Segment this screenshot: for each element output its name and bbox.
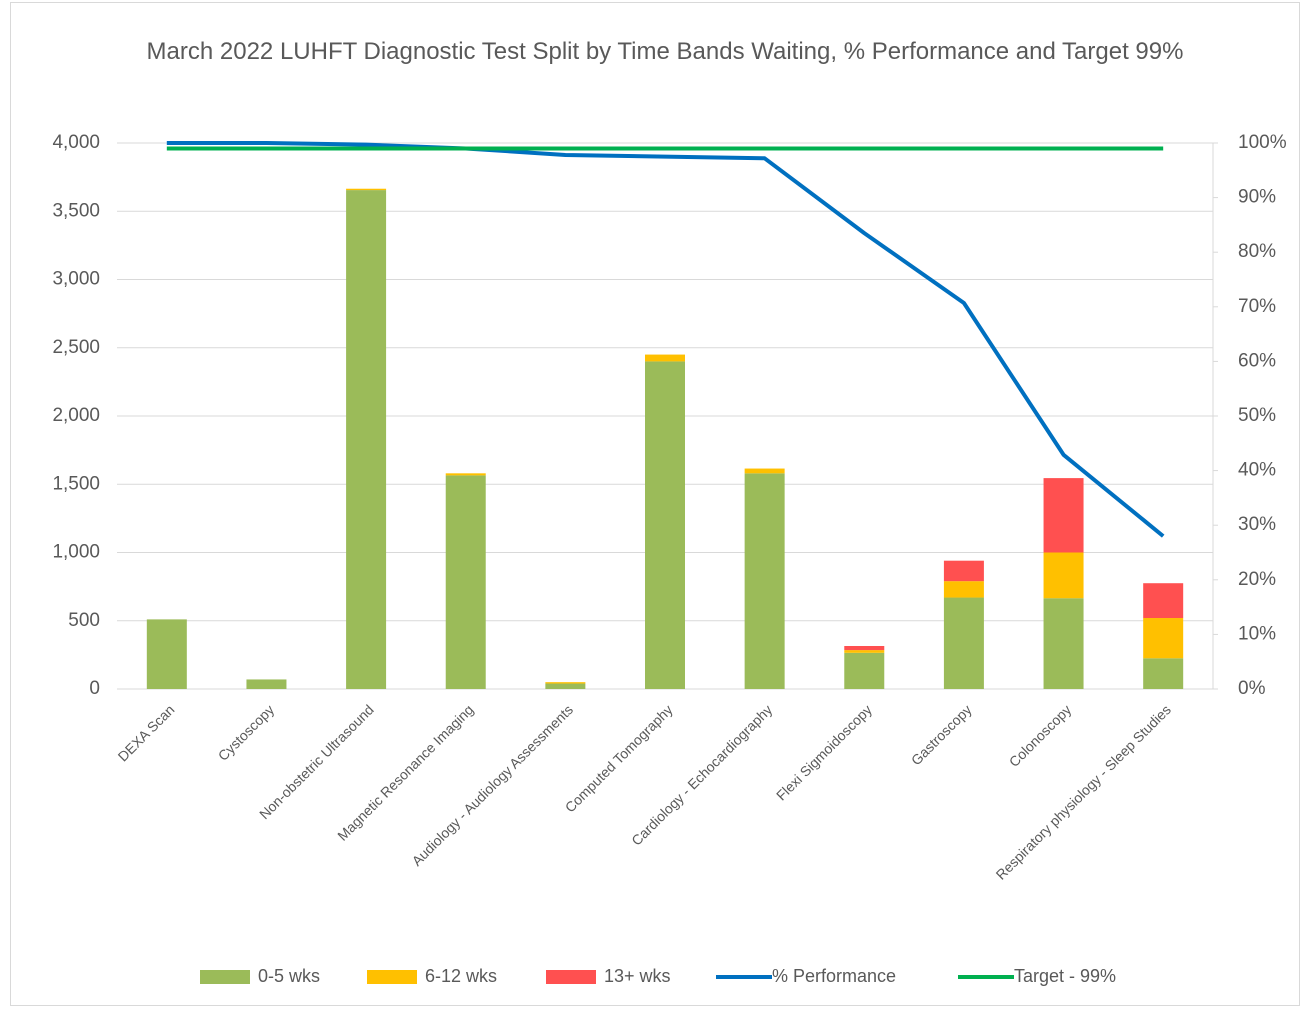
bar — [943, 597, 984, 689]
bar — [1143, 658, 1184, 689]
y-tick-label: 0 — [89, 678, 100, 699]
chart-frame — [10, 2, 1300, 1006]
bar — [645, 361, 685, 689]
legend-label: Target - 99% — [1014, 966, 1116, 986]
bar — [1043, 552, 1084, 599]
y2-tick-label: 50% — [1238, 405, 1276, 426]
y2-tick-label: 60% — [1238, 350, 1276, 371]
x-tick-label: Audiology - Audiology Assessments — [409, 701, 577, 869]
x-tick-label: Flexi Sigmoidoscopy — [773, 701, 875, 803]
y2-tick-label: 30% — [1238, 514, 1276, 535]
y2-tick-label: 70% — [1238, 296, 1276, 317]
bar — [844, 646, 885, 651]
bar — [844, 652, 885, 689]
legend-label: 13+ wks — [604, 966, 671, 986]
y-tick-label: 1,000 — [52, 542, 100, 563]
bar — [1143, 618, 1184, 659]
y2-tick-label: 20% — [1238, 569, 1276, 590]
y2-tick-label: 10% — [1238, 623, 1276, 644]
legend-label: 0-5 wks — [258, 966, 320, 986]
legend-swatch — [367, 970, 417, 984]
bar — [445, 475, 486, 689]
bar — [1043, 478, 1084, 553]
bar — [943, 581, 984, 598]
bar — [346, 190, 387, 689]
bar — [844, 650, 885, 653]
bar — [744, 468, 785, 474]
y2-tick-label: 100% — [1238, 132, 1287, 153]
legend-label: % Performance — [772, 966, 896, 986]
y-tick-label: 1,500 — [52, 473, 100, 494]
bar — [744, 473, 785, 689]
legend-swatch — [546, 970, 596, 984]
bar — [943, 560, 984, 582]
bar — [246, 679, 287, 689]
x-tick-label: Colonoscopy — [1006, 701, 1075, 770]
x-tick-label: Non-obstetric Ultrasound — [256, 701, 377, 822]
x-tick-label: Cystoscopy — [215, 701, 277, 763]
y2-tick-label: 80% — [1238, 241, 1276, 262]
bar — [645, 354, 685, 362]
y2-tick-label: 90% — [1238, 187, 1276, 208]
y-tick-label: 500 — [68, 610, 100, 631]
y-tick-label: 3,500 — [52, 200, 100, 221]
x-tick-label: Gastroscopy — [908, 701, 975, 768]
y-tick-label: 3,000 — [52, 269, 100, 290]
y2-tick-label: 40% — [1238, 460, 1276, 481]
bar — [545, 682, 586, 684]
bar — [146, 619, 187, 689]
y2-tick-label: 0% — [1238, 678, 1266, 699]
x-tick-label: Computed Tomography — [562, 701, 676, 815]
bar — [346, 188, 387, 191]
x-tick-label: DEXA Scan — [115, 701, 178, 764]
bar — [1043, 598, 1084, 689]
x-tick-label: Respiratory physiology - Sleep Studies — [993, 701, 1174, 882]
y-tick-label: 2,000 — [52, 405, 100, 426]
y-tick-label: 2,500 — [52, 337, 100, 358]
bar — [545, 683, 586, 689]
bar — [445, 473, 486, 476]
line — [166, 141, 1165, 538]
legend-swatch — [200, 970, 250, 984]
chart-title: March 2022 LUHFT Diagnostic Test Split b… — [146, 38, 1184, 65]
bar — [1143, 583, 1184, 619]
legend-label: 6-12 wks — [425, 966, 497, 986]
y-tick-label: 4,000 — [52, 132, 100, 153]
